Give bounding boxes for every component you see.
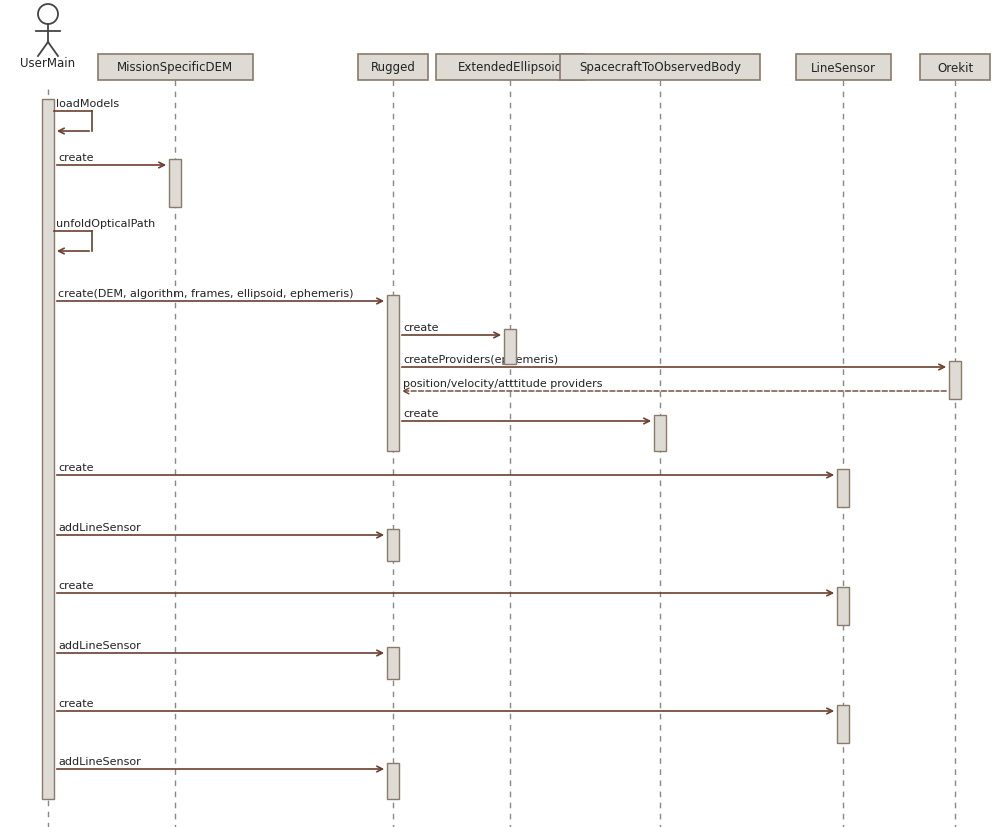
Text: addLineSensor: addLineSensor (58, 640, 141, 650)
Text: addLineSensor: addLineSensor (58, 756, 141, 766)
Bar (387, 529, 399, 562)
Bar (387, 763, 399, 799)
Text: unfoldOpticalPath: unfoldOpticalPath (56, 218, 156, 229)
Bar (654, 415, 666, 452)
Bar (837, 587, 849, 625)
Text: UserMain: UserMain (20, 57, 76, 70)
Text: LineSensor: LineSensor (811, 61, 875, 74)
Text: Rugged: Rugged (371, 61, 416, 74)
Text: SpacecraftToObservedBody: SpacecraftToObservedBody (579, 61, 741, 74)
Text: create: create (403, 409, 439, 418)
Text: create(DEM, algorithm, frames, ellipsoid, ephemeris): create(DEM, algorithm, frames, ellipsoid… (58, 289, 354, 299)
Text: create: create (58, 581, 94, 590)
Bar (920, 55, 990, 81)
Bar (358, 55, 428, 81)
Bar (98, 55, 252, 81)
Bar (796, 55, 890, 81)
Text: position/velocity/atttitude providers: position/velocity/atttitude providers (403, 379, 602, 389)
Bar (387, 295, 399, 452)
Bar (42, 100, 54, 799)
Bar (949, 361, 961, 399)
Bar (437, 55, 584, 81)
Text: Orekit: Orekit (937, 61, 973, 74)
Text: ExtendedEllipsoid: ExtendedEllipsoid (458, 61, 562, 74)
Bar (169, 160, 181, 208)
Text: loadModels: loadModels (56, 99, 119, 109)
Text: create: create (58, 462, 94, 472)
Text: create: create (58, 698, 94, 708)
Text: MissionSpecificDEM: MissionSpecificDEM (117, 61, 233, 74)
Bar (837, 470, 849, 508)
Bar (837, 705, 849, 743)
Bar (560, 55, 760, 81)
Text: create: create (58, 153, 94, 163)
Text: createProviders(ephemeris): createProviders(ephemeris) (403, 355, 558, 365)
Bar (504, 330, 516, 365)
Text: create: create (403, 323, 439, 332)
Text: addLineSensor: addLineSensor (58, 523, 141, 533)
Bar (387, 648, 399, 679)
